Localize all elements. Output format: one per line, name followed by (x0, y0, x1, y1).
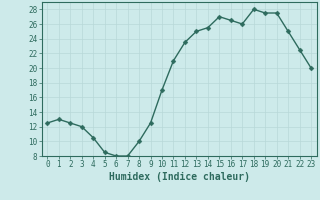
X-axis label: Humidex (Indice chaleur): Humidex (Indice chaleur) (109, 172, 250, 182)
